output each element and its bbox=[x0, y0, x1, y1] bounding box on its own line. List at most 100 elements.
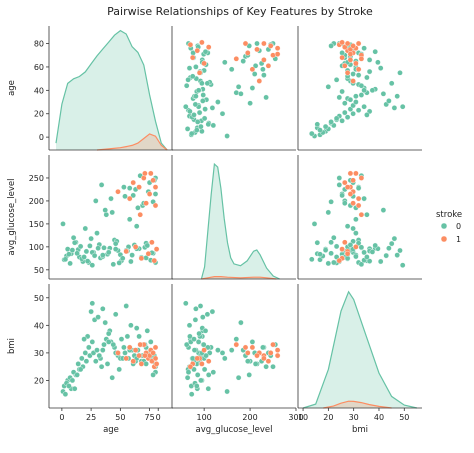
scatter-point-stroke-1 bbox=[152, 355, 159, 362]
scatter-point-stroke-0 bbox=[112, 246, 119, 252]
scatter-point-stroke-0 bbox=[314, 239, 321, 246]
scatter-point-stroke-0 bbox=[203, 352, 209, 359]
scatter-point-stroke-1 bbox=[233, 341, 240, 348]
scatter-point-stroke-1 bbox=[344, 184, 351, 190]
scatter-point-stroke-0 bbox=[391, 105, 398, 111]
scatter-point-stroke-0 bbox=[136, 333, 142, 340]
scatter-point-stroke-1 bbox=[347, 191, 354, 197]
scatter-point-stroke-1 bbox=[341, 63, 348, 69]
scatter-point-stroke-1 bbox=[143, 200, 149, 206]
scatter-point-stroke-1 bbox=[274, 51, 281, 57]
scatter-point-stroke-0 bbox=[201, 115, 208, 122]
scatter-point-stroke-1 bbox=[194, 355, 201, 362]
scatter-point-stroke-0 bbox=[317, 251, 323, 257]
scatter-point-stroke-0 bbox=[123, 303, 129, 309]
scatter-point-stroke-0 bbox=[355, 72, 362, 78]
scatter-point-stroke-0 bbox=[109, 209, 115, 216]
scatter-point-stroke-0 bbox=[209, 308, 216, 315]
x-tick-label: 50 bbox=[399, 413, 409, 422]
scatter-point-stroke-1 bbox=[350, 200, 356, 206]
scatter-point-stroke-0 bbox=[247, 100, 253, 106]
x-tick-label: 200 bbox=[242, 413, 257, 422]
scatter-point-stroke-0 bbox=[95, 245, 101, 251]
scatter-point-stroke-0 bbox=[339, 50, 345, 56]
scatter-point-stroke-0 bbox=[191, 336, 197, 342]
scatter-point-stroke-0 bbox=[95, 314, 101, 320]
scatter-point-stroke-1 bbox=[358, 175, 365, 181]
scatter-point-stroke-0 bbox=[333, 77, 340, 83]
scatter-point-stroke-1 bbox=[187, 41, 194, 48]
scatter-point-stroke-0 bbox=[388, 240, 395, 247]
scatter-point-stroke-1 bbox=[336, 257, 343, 264]
scatter-point-stroke-0 bbox=[116, 366, 122, 373]
scatter-point-stroke-0 bbox=[193, 64, 199, 70]
scatter-point-stroke-0 bbox=[195, 339, 202, 345]
scatter-point-stroke-0 bbox=[353, 93, 359, 99]
panel-avg_glucose_level-vs-age: 50 100 150 200 250 avg_glucose_level bbox=[7, 155, 173, 280]
scatter-point-stroke-0 bbox=[353, 99, 359, 105]
scatter-point-stroke-0 bbox=[201, 366, 208, 373]
scatter-point-stroke-0 bbox=[200, 92, 206, 98]
y-tick-label: 40 bbox=[34, 86, 44, 95]
scatter-point-stroke-0 bbox=[322, 247, 329, 253]
scatter-point-stroke-0 bbox=[341, 200, 348, 206]
scatter-point-stroke-1 bbox=[205, 44, 212, 50]
scatter-point-stroke-0 bbox=[364, 211, 370, 218]
scatter-point-stroke-0 bbox=[191, 112, 197, 118]
scatter-point-stroke-0 bbox=[128, 258, 134, 265]
scatter-point-stroke-1 bbox=[350, 78, 356, 84]
x-tick-label: 0 bbox=[156, 413, 161, 422]
scatter-point-stroke-0 bbox=[377, 258, 384, 265]
scatter-point-stroke-0 bbox=[263, 363, 269, 370]
panel-age-vs-avg_glucose_level bbox=[171, 26, 296, 151]
scatter-point-stroke-1 bbox=[137, 341, 143, 348]
scatter-point-stroke-1 bbox=[153, 361, 160, 367]
scatter-point-stroke-1 bbox=[142, 170, 148, 177]
scatter-point-stroke-0 bbox=[105, 339, 112, 345]
scatter-point-stroke-1 bbox=[270, 341, 276, 348]
scatter-point-stroke-0 bbox=[394, 93, 401, 99]
scatter-point-stroke-1 bbox=[126, 344, 133, 351]
x-tick-label: 10 bbox=[298, 413, 308, 422]
scatter-point-stroke-0 bbox=[202, 106, 208, 112]
scatter-point-stroke-0 bbox=[77, 243, 84, 250]
scatter-point-stroke-0 bbox=[350, 71, 356, 77]
scatter-point-stroke-0 bbox=[219, 110, 226, 117]
scatter-point-stroke-0 bbox=[96, 352, 103, 359]
scatter-point-stroke-0 bbox=[205, 385, 212, 392]
scatter-point-stroke-0 bbox=[394, 252, 401, 258]
y-tick-label: 200 bbox=[29, 197, 44, 206]
scatter-point-stroke-1 bbox=[115, 188, 121, 195]
scatter-point-stroke-0 bbox=[193, 305, 199, 312]
scatter-point-stroke-0 bbox=[347, 96, 354, 103]
scatter-point-stroke-0 bbox=[94, 230, 100, 236]
scatter-point-stroke-1 bbox=[153, 246, 160, 252]
scatter-point-stroke-0 bbox=[325, 209, 332, 216]
scatter-point-stroke-1 bbox=[261, 40, 267, 47]
scatter-point-stroke-1 bbox=[130, 358, 136, 365]
scatter-point-stroke-0 bbox=[110, 261, 117, 268]
x-tick-label: 20 bbox=[323, 413, 333, 422]
scatter-point-stroke-0 bbox=[399, 262, 406, 269]
scatter-point-stroke-0 bbox=[195, 87, 202, 94]
scatter-point-stroke-0 bbox=[121, 344, 127, 351]
scatter-point-stroke-0 bbox=[87, 243, 93, 249]
scatter-point-stroke-0 bbox=[361, 195, 367, 202]
scatter-point-stroke-0 bbox=[135, 204, 141, 211]
scatter-point-stroke-0 bbox=[322, 123, 329, 130]
scatter-point-stroke-1 bbox=[267, 43, 274, 49]
scatter-point-stroke-1 bbox=[151, 257, 158, 264]
scatter-point-stroke-0 bbox=[311, 221, 318, 227]
scatter-point-stroke-1 bbox=[138, 361, 145, 367]
scatter-point-stroke-0 bbox=[67, 260, 73, 267]
scatter-point-stroke-0 bbox=[200, 341, 207, 348]
scatter-point-stroke-0 bbox=[260, 344, 266, 351]
scatter-point-stroke-0 bbox=[86, 344, 92, 351]
x-axis-label: age bbox=[103, 425, 119, 435]
scatter-point-stroke-0 bbox=[252, 361, 259, 367]
scatter-point-stroke-0 bbox=[397, 70, 403, 76]
scatter-point-stroke-1 bbox=[205, 358, 212, 365]
scatter-point-stroke-0 bbox=[119, 255, 126, 262]
scatter-point-stroke-0 bbox=[369, 249, 376, 255]
